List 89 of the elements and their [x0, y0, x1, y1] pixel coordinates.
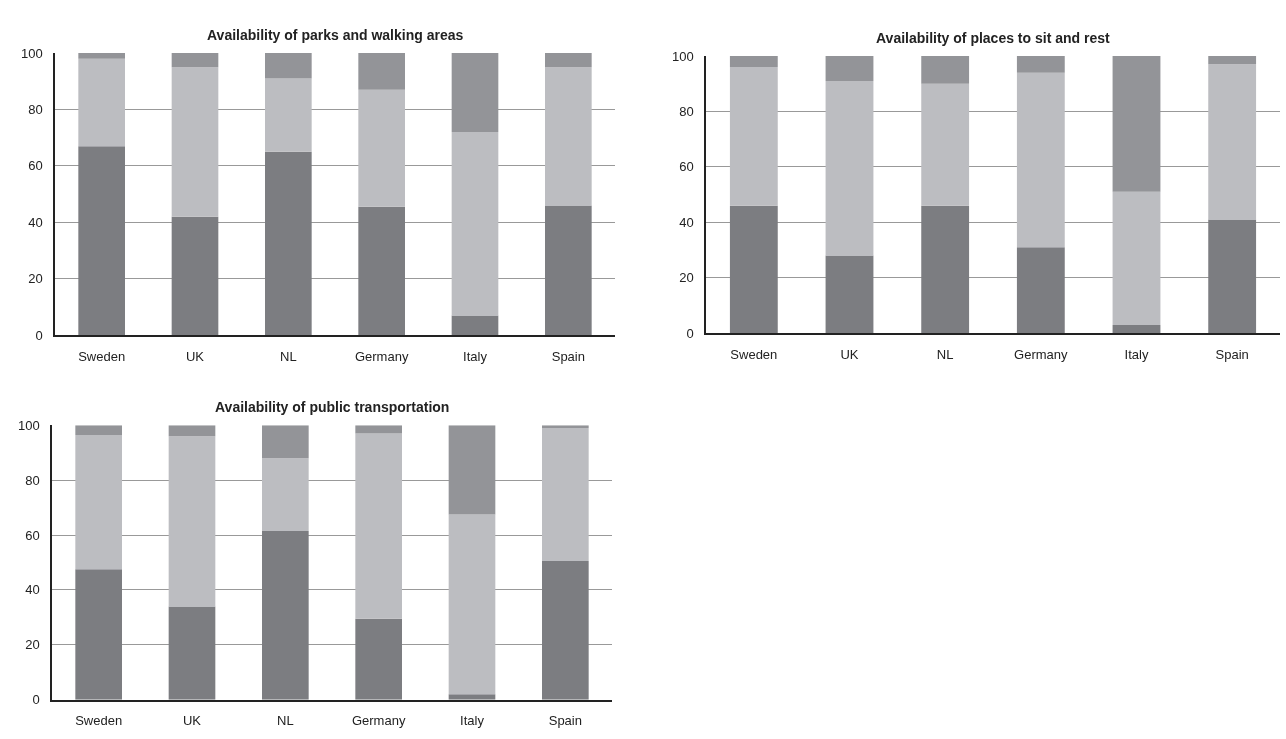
bar: [448, 514, 496, 695]
bar: [545, 205, 592, 336]
y-tick-label: 40: [28, 214, 43, 230]
y-tick-label: 100: [671, 48, 694, 64]
bar: [78, 53, 125, 59]
bar: [168, 425, 216, 437]
y-tick-label: 60: [25, 527, 40, 543]
x-tick-label: UK: [182, 713, 202, 728]
bar: [355, 433, 402, 619]
bar: [171, 53, 219, 68]
y-tick-label: 0: [32, 692, 40, 708]
bar: [825, 80, 874, 256]
x-tick-label: Spain: [548, 713, 582, 728]
bar: [729, 67, 778, 206]
bar: [171, 216, 219, 336]
bar: [78, 58, 125, 147]
y-tick-label: 40: [679, 214, 694, 230]
x-tick-label: Spain: [1215, 346, 1249, 362]
bar: [358, 206, 405, 336]
bar: [451, 132, 499, 316]
bar: [262, 425, 309, 459]
bar: [265, 78, 312, 152]
bar: [729, 205, 778, 334]
x-tick-label: Italy: [463, 348, 488, 364]
bar: [542, 561, 589, 700]
bar: [1112, 324, 1161, 334]
bar: [75, 425, 122, 435]
x-tick-label: Germany: [351, 713, 406, 728]
bar: [1208, 55, 1257, 65]
bar: [171, 67, 219, 217]
y-tick-label: 80: [25, 472, 40, 488]
x-tick-label: NL: [277, 713, 294, 728]
bar: [451, 315, 499, 336]
bar: [542, 428, 589, 562]
x-tick-label: Sweden: [75, 713, 123, 728]
bar: [1208, 219, 1257, 334]
bar: [262, 458, 309, 531]
bar: [355, 618, 402, 700]
bar: [545, 67, 592, 206]
y-tick-label: 80: [28, 102, 43, 118]
bar: [921, 83, 970, 206]
bar: [168, 436, 216, 607]
x-tick-label: NL: [936, 346, 954, 362]
bar: [75, 434, 122, 570]
y-tick-label: 20: [28, 271, 43, 287]
bar: [448, 694, 496, 700]
y-tick-label: 40: [25, 582, 40, 598]
bar: [75, 569, 122, 700]
y-tick-label: 0: [686, 325, 694, 341]
bar: [1112, 191, 1161, 325]
y-tick-label: 60: [679, 159, 694, 175]
x-tick-label: Italy: [1124, 346, 1149, 362]
x-tick-label: Italy: [460, 713, 485, 728]
bar: [78, 146, 125, 336]
bar: [545, 53, 592, 68]
bar: [729, 55, 778, 68]
bar: [262, 530, 309, 700]
x-tick-label: UK: [840, 346, 859, 362]
bar: [1016, 247, 1065, 334]
chart-title: Availability of places to sit and rest: [876, 30, 1110, 46]
y-tick-label: 60: [28, 158, 43, 174]
bar: [265, 53, 312, 79]
bar: [168, 606, 216, 700]
bar: [1208, 64, 1257, 220]
x-tick-label: Spain: [551, 348, 585, 364]
bar: [825, 255, 874, 334]
y-tick-label: 20: [679, 270, 694, 286]
bar: [1016, 72, 1065, 248]
bar: [1016, 55, 1065, 73]
x-tick-label: Sweden: [730, 346, 778, 362]
bar: [358, 53, 405, 90]
y-tick-label: 0: [35, 327, 43, 343]
x-tick-label: Germany: [1014, 346, 1069, 362]
bar: [358, 89, 405, 207]
bar: [825, 55, 874, 81]
bar: [921, 55, 970, 84]
x-tick-label: NL: [280, 348, 297, 364]
x-tick-label: Sweden: [78, 348, 126, 364]
bar: [355, 425, 402, 434]
bar: [921, 205, 970, 334]
bar: [265, 151, 312, 336]
chart-title: Availability of parks and walking areas: [207, 27, 464, 43]
x-tick-label: UK: [185, 348, 205, 364]
y-tick-label: 20: [25, 637, 40, 653]
y-tick-label: 100: [17, 417, 40, 433]
x-tick-label: Germany: [354, 348, 409, 364]
y-tick-label: 80: [679, 103, 694, 119]
chart-title: Availability of public transportation: [215, 399, 450, 415]
y-tick-label: 100: [20, 45, 43, 61]
